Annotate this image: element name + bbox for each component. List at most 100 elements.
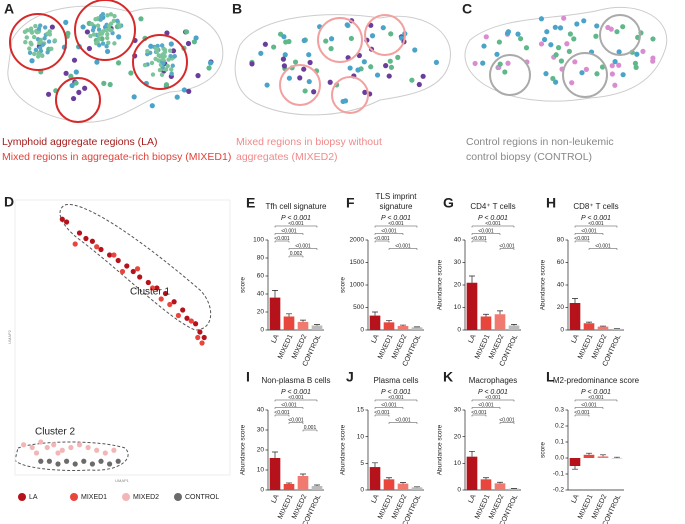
bracket-label: <0.001 <box>485 221 501 227</box>
point <box>102 450 108 456</box>
bar <box>569 303 581 330</box>
cell-dot <box>170 63 175 68</box>
error-bar <box>272 290 278 298</box>
chart-title: CD8⁺ T cells <box>573 202 618 211</box>
cell-dot <box>97 43 102 48</box>
cell-dot <box>106 40 111 45</box>
cell-dot <box>159 43 165 48</box>
point <box>83 235 89 242</box>
cell-dot <box>70 95 77 102</box>
cell-dot <box>555 45 562 51</box>
panel-letter: G <box>443 195 454 211</box>
cell-dot <box>98 17 103 22</box>
bracket-label: <0.001 <box>588 221 604 227</box>
bracket <box>374 407 404 409</box>
cell-dot <box>195 72 201 79</box>
bracket <box>574 399 618 402</box>
y-tick-label: 15 <box>357 407 365 414</box>
panel-letter: C <box>462 1 472 17</box>
error-bar <box>372 462 378 468</box>
cell-dot <box>609 63 615 69</box>
cell-dot <box>368 22 374 28</box>
y-tick-label: 20 <box>454 282 462 289</box>
cell-dot <box>327 79 333 85</box>
cell-dot <box>99 13 104 19</box>
cell-dot <box>496 39 502 45</box>
y-tick-label: 0 <box>560 327 564 334</box>
cell-dot <box>138 16 144 22</box>
p-annotation: P < 0.001 <box>381 215 411 222</box>
cell-dot <box>347 65 353 71</box>
cell-dot <box>282 52 288 58</box>
cell-dot <box>105 31 110 37</box>
point <box>68 444 74 451</box>
bracket-label: <0.001 <box>499 418 515 424</box>
cell-dot <box>186 88 192 94</box>
point <box>89 238 95 244</box>
error-bar <box>314 324 320 326</box>
cell-dot <box>166 57 171 62</box>
tissue-outline <box>7 5 224 123</box>
p-annotation: P < 0.001 <box>281 389 311 396</box>
cell-dot <box>409 77 415 83</box>
y-tick-label: 40 <box>257 407 265 414</box>
point <box>137 274 143 280</box>
bracket <box>574 233 604 235</box>
cell-dot <box>163 67 169 72</box>
y-tick-label: 30 <box>454 259 462 266</box>
cell-dot <box>105 13 110 18</box>
bar <box>597 326 609 330</box>
cell-dot <box>88 33 93 39</box>
bar <box>397 483 409 490</box>
bracket-label: <0.001 <box>295 244 311 250</box>
bar <box>508 488 520 490</box>
bracket <box>274 414 290 417</box>
cell-dot <box>169 67 174 72</box>
cell-dot <box>420 73 426 79</box>
cell-dot <box>142 62 148 68</box>
p-annotation: P < 0.001 <box>581 389 611 396</box>
legend-marker <box>174 493 182 501</box>
cell-dot <box>84 29 90 35</box>
bracket <box>471 414 487 417</box>
cell-dot <box>386 73 392 79</box>
legend-label: CONTROL <box>185 494 219 501</box>
cell-dot <box>612 59 618 65</box>
p-annotation: P < 0.001 <box>381 389 411 396</box>
y-axis-label: Abundance score <box>437 259 444 310</box>
bar <box>297 476 309 490</box>
point <box>124 263 130 269</box>
cell-dot <box>33 47 39 53</box>
cell-dot <box>159 72 165 77</box>
cell-dot <box>185 40 192 47</box>
y-tick-label: 10 <box>257 467 265 474</box>
cell-dot <box>32 51 37 57</box>
point <box>44 444 50 451</box>
caption: aggregates (MIXED2) <box>236 151 338 163</box>
bracket <box>471 240 487 243</box>
point <box>154 285 160 291</box>
chart-title: M2-predominance score <box>553 376 640 385</box>
x-tick-label: LA <box>468 333 478 344</box>
chart-title: TLS imprint <box>376 192 418 201</box>
cell-dot <box>68 73 74 79</box>
cell-dot <box>108 12 114 17</box>
cell-dot <box>52 38 58 43</box>
point <box>51 442 57 448</box>
cell-dot <box>95 39 100 45</box>
cell-dot <box>599 64 606 70</box>
bracket <box>574 407 604 409</box>
cell-dot <box>552 24 558 30</box>
bracket-label: <0.001 <box>274 410 290 416</box>
bracket-label: <0.001 <box>595 244 611 250</box>
cell-dot <box>100 41 106 46</box>
cell-dot <box>42 25 48 30</box>
cell-dot <box>169 71 174 76</box>
point <box>38 439 44 445</box>
cell-dot <box>306 78 312 85</box>
caption: Lymphoid aggregate regions (LA) <box>2 136 157 148</box>
point <box>59 447 65 453</box>
cell-dot <box>174 94 180 100</box>
error-bar <box>497 481 503 484</box>
bar <box>597 456 609 458</box>
